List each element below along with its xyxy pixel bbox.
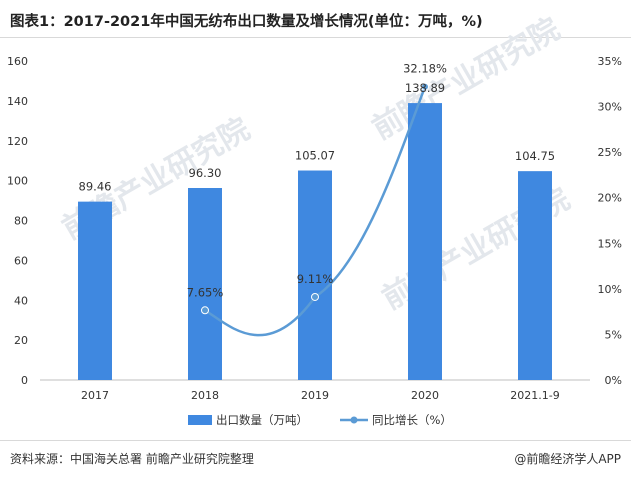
y-left-tick-label: 0 xyxy=(21,374,28,387)
legend-label: 出口数量（万吨） xyxy=(216,413,308,427)
y-right-tick-label: 35% xyxy=(598,55,622,68)
bar xyxy=(188,188,222,380)
title-divider xyxy=(0,37,631,38)
growth-point xyxy=(421,82,429,91)
legend-swatch-bar xyxy=(188,415,212,425)
bar xyxy=(408,103,442,380)
bar-data-label: 138.89 xyxy=(405,81,445,95)
footer-divider xyxy=(0,440,631,441)
legend-label: 同比增长（%） xyxy=(372,413,452,427)
y-right-tick-label: 5% xyxy=(605,328,622,341)
growth-data-label: 32.18% xyxy=(403,62,447,76)
y-left-tick-label: 100 xyxy=(7,175,28,188)
x-tick-label: 2021.1-9 xyxy=(510,389,559,402)
bar xyxy=(298,170,332,380)
growth-point xyxy=(311,292,319,301)
y-left-tick-label: 60 xyxy=(14,254,28,267)
x-tick-label: 2017 xyxy=(81,389,109,402)
bar-data-label: 89.46 xyxy=(79,180,112,194)
brand-credit: @前瞻经济学人APP xyxy=(514,452,621,466)
y-left-tick-label: 80 xyxy=(14,215,28,228)
y-right-tick-label: 25% xyxy=(598,146,622,159)
y-right-tick-label: 0% xyxy=(605,374,622,387)
x-tick-label: 2019 xyxy=(301,389,329,402)
bar-data-label: 96.30 xyxy=(189,166,222,180)
legend-swatch-marker xyxy=(350,416,358,424)
bar xyxy=(78,201,112,380)
y-right-tick-label: 20% xyxy=(598,192,622,205)
bar xyxy=(518,171,552,380)
y-left-tick-label: 20 xyxy=(14,334,28,347)
growth-data-label: 9.11% xyxy=(297,272,334,286)
growth-point xyxy=(201,306,209,315)
x-tick-label: 2018 xyxy=(191,389,219,402)
y-left-tick-label: 120 xyxy=(7,135,28,148)
bar-data-label: 104.75 xyxy=(515,149,555,163)
y-right-tick-label: 30% xyxy=(598,101,622,114)
bar-data-label: 105.07 xyxy=(295,149,335,163)
y-left-tick-label: 40 xyxy=(14,294,28,307)
growth-data-label: 7.65% xyxy=(187,285,224,299)
y-right-tick-label: 15% xyxy=(598,237,622,250)
y-left-tick-label: 160 xyxy=(7,55,28,68)
watermark-logo: 前瞻产业研究院 xyxy=(367,12,566,147)
y-left-tick-label: 140 xyxy=(7,95,28,108)
source-note: 资料来源：中国海关总署 前瞻产业研究院整理 xyxy=(10,452,254,466)
chart-title: 图表1：2017-2021年中国无纺布出口数量及增长情况(单位：万吨，%) xyxy=(10,14,483,30)
x-tick-label: 2020 xyxy=(411,389,439,402)
y-right-tick-label: 10% xyxy=(598,283,622,296)
growth-line xyxy=(204,86,427,337)
